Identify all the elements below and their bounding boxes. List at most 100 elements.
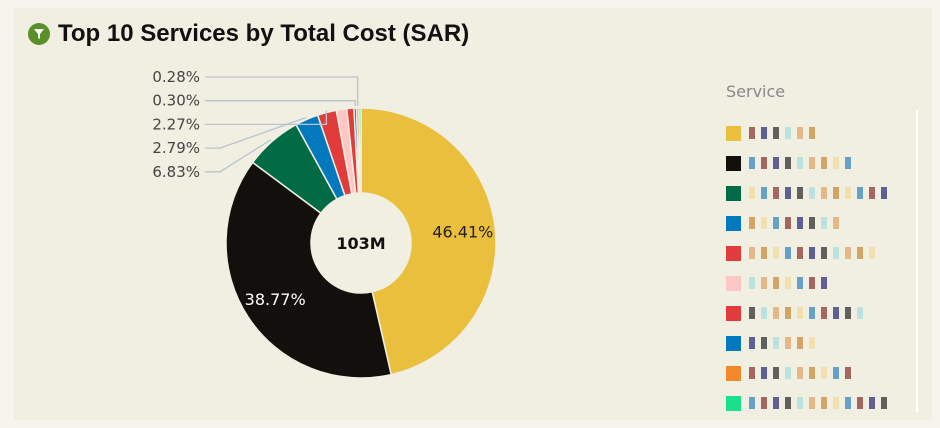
redaction-block <box>773 187 779 199</box>
legend-item[interactable] <box>726 148 887 178</box>
redaction-block <box>749 127 755 139</box>
redaction-block <box>785 307 791 319</box>
redaction-block <box>881 187 887 199</box>
legend-scrollbar[interactable] <box>916 110 918 412</box>
redaction-block <box>761 157 767 169</box>
legend-swatch <box>726 335 741 351</box>
redaction-block <box>845 367 851 379</box>
legend-item[interactable] <box>726 268 887 298</box>
redaction-block <box>821 277 827 289</box>
redaction-block <box>761 247 767 259</box>
redaction-block <box>797 157 803 169</box>
legend-label-redacted <box>749 337 815 349</box>
legend-label-redacted <box>749 397 887 409</box>
slice-label-7: 0.30% <box>152 92 200 110</box>
redaction-block <box>821 247 827 259</box>
redaction-block <box>809 157 815 169</box>
redaction-block <box>773 307 779 319</box>
slice-1[interactable] <box>225 161 393 379</box>
legend-swatch <box>726 185 741 201</box>
slice-0[interactable] <box>360 107 497 376</box>
leader-line-8 <box>205 76 359 107</box>
legend-label-redacted <box>749 127 815 139</box>
redaction-block <box>785 127 791 139</box>
redaction-block <box>833 157 839 169</box>
redaction-block <box>785 247 791 259</box>
redaction-block <box>761 337 767 349</box>
redaction-block <box>809 127 815 139</box>
redaction-block <box>761 307 767 319</box>
redaction-block <box>749 397 755 409</box>
legend-label-redacted <box>749 247 875 259</box>
redaction-block <box>773 397 779 409</box>
legend-item[interactable] <box>726 118 887 148</box>
redaction-block <box>773 157 779 169</box>
redaction-block <box>821 157 827 169</box>
legend-swatch <box>726 395 741 411</box>
redaction-block <box>761 277 767 289</box>
redaction-block <box>749 337 755 349</box>
redaction-block <box>881 397 887 409</box>
redaction-block <box>749 157 755 169</box>
redaction-block <box>749 367 755 379</box>
redaction-block <box>845 247 851 259</box>
redaction-block <box>833 217 839 229</box>
redaction-block <box>809 277 815 289</box>
legend-swatch <box>726 155 741 171</box>
redaction-block <box>761 367 767 379</box>
legend-label-redacted <box>749 367 851 379</box>
slice-label-4: 2.27% <box>152 115 200 133</box>
redaction-block <box>869 247 875 259</box>
redaction-block <box>785 277 791 289</box>
slice-label-0: 46.41% <box>432 222 493 241</box>
slice-label-2: 6.83% <box>152 163 200 181</box>
redaction-block <box>749 247 755 259</box>
redaction-block <box>809 217 815 229</box>
legend-item[interactable] <box>726 238 887 268</box>
redaction-block <box>797 367 803 379</box>
redaction-block <box>785 397 791 409</box>
redaction-block <box>785 217 791 229</box>
redaction-block <box>809 307 815 319</box>
slice-9[interactable] <box>358 107 362 194</box>
redaction-block <box>797 397 803 409</box>
redaction-block <box>797 217 803 229</box>
legend-swatch <box>726 365 741 381</box>
legend <box>726 118 887 418</box>
leader-line-4 <box>205 110 328 126</box>
redaction-block <box>833 187 839 199</box>
legend-item[interactable] <box>726 298 887 328</box>
redaction-block <box>833 397 839 409</box>
legend-label-redacted <box>749 277 827 289</box>
redaction-block <box>821 187 827 199</box>
redaction-block <box>821 307 827 319</box>
redaction-block <box>785 187 791 199</box>
redaction-block <box>773 247 779 259</box>
redaction-block <box>785 367 791 379</box>
redaction-block <box>761 397 767 409</box>
redaction-block <box>773 367 779 379</box>
redaction-block <box>869 187 875 199</box>
legend-item[interactable] <box>726 328 887 358</box>
legend-swatch <box>726 245 741 261</box>
redaction-block <box>749 187 755 199</box>
redaction-block <box>797 307 803 319</box>
redaction-block <box>749 277 755 289</box>
legend-item[interactable] <box>726 208 887 238</box>
redaction-block <box>845 157 851 169</box>
legend-item[interactable] <box>726 388 887 418</box>
legend-item[interactable] <box>726 178 887 208</box>
leader-line-3 <box>205 116 307 149</box>
redaction-block <box>809 187 815 199</box>
redaction-block <box>833 247 839 259</box>
legend-swatch <box>726 305 741 321</box>
legend-item[interactable] <box>726 358 887 388</box>
redaction-block <box>761 217 767 229</box>
redaction-block <box>785 337 791 349</box>
filter-icon[interactable] <box>28 23 50 45</box>
leader-line-2 <box>205 139 272 173</box>
redaction-block <box>809 247 815 259</box>
redaction-block <box>857 397 863 409</box>
redaction-block <box>845 397 851 409</box>
